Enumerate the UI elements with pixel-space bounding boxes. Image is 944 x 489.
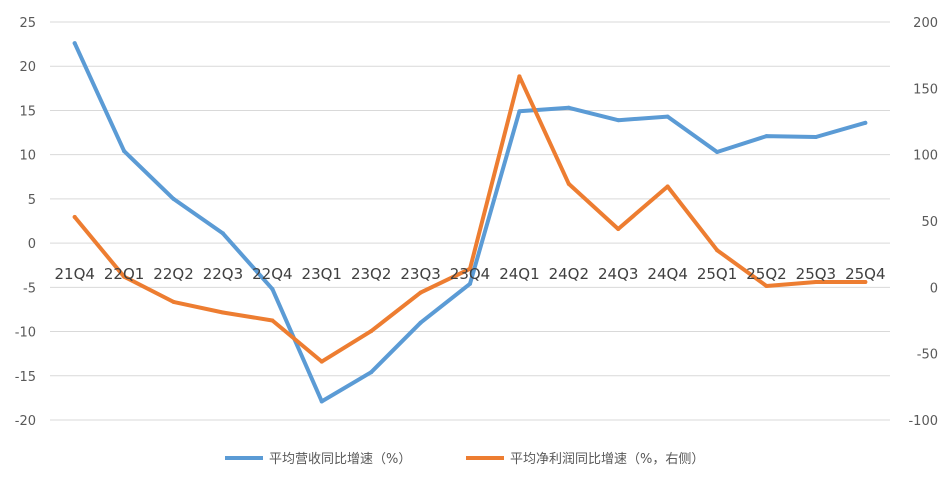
data-point	[72, 215, 77, 220]
right-tick-label: 0	[930, 281, 938, 296]
series-line-2	[72, 74, 868, 364]
left-axis-ticks: -20 -15 -10 -5 0 5 10 15 20 25	[15, 16, 36, 429]
data-point	[122, 149, 127, 154]
left-tick-label: 0	[28, 237, 36, 252]
right-tick-label: -50	[917, 348, 938, 363]
data-point	[616, 118, 621, 123]
data-point	[369, 329, 374, 334]
data-point	[764, 284, 769, 289]
data-point	[319, 359, 324, 364]
right-tick-label: 50	[921, 215, 938, 230]
left-tick-label: 25	[19, 16, 36, 31]
data-point	[764, 134, 769, 139]
data-point	[517, 74, 522, 79]
category-label: 24Q3	[598, 265, 638, 283]
category-label: 22Q3	[203, 265, 243, 283]
data-point	[863, 120, 868, 125]
category-label: 23Q2	[351, 265, 391, 283]
data-point	[468, 266, 472, 271]
data-point	[270, 287, 275, 292]
data-point	[863, 280, 868, 285]
data-point	[319, 399, 324, 404]
category-label: 24Q2	[549, 265, 589, 283]
data-point	[715, 150, 720, 155]
legend-label: 平均净利润同比增速（%，右侧）	[510, 452, 704, 467]
right-tick-label: 100	[913, 149, 938, 164]
category-label: 23Q1	[302, 265, 342, 283]
legend-label: 平均营收同比增速（%）	[269, 452, 411, 467]
left-tick-label: 5	[28, 193, 36, 208]
data-point	[665, 114, 670, 119]
category-label: 25Q1	[697, 265, 737, 283]
right-tick-label: 150	[913, 82, 938, 97]
left-tick-label: 10	[19, 149, 36, 164]
left-tick-label: 15	[19, 104, 36, 119]
gridlines	[50, 21, 890, 421]
series-line-1	[72, 41, 868, 404]
data-point	[270, 318, 275, 323]
data-point	[171, 196, 176, 201]
data-point	[468, 281, 472, 286]
series-layer	[72, 41, 868, 404]
data-point	[566, 105, 571, 110]
data-point	[418, 320, 423, 325]
data-point	[220, 310, 225, 315]
left-tick-label: -5	[23, 281, 36, 296]
left-tick-label: 20	[19, 60, 36, 75]
category-label: 25Q4	[845, 265, 885, 283]
category-label: 24Q4	[647, 265, 687, 283]
data-point	[418, 290, 423, 295]
category-label: 25Q3	[796, 265, 836, 283]
data-point	[616, 226, 621, 231]
category-label: 23Q3	[400, 265, 440, 283]
data-point	[72, 41, 77, 46]
data-point	[369, 370, 374, 375]
data-point	[517, 109, 522, 114]
legend: 平均营收同比增速（%） 平均净利润同比增速（%，右侧）	[225, 452, 704, 467]
left-tick-label: -15	[15, 370, 36, 385]
data-point	[813, 134, 818, 139]
data-point	[665, 184, 670, 189]
data-point	[171, 299, 176, 304]
right-axis-ticks: -100 -50 0 50 100 150 200	[908, 16, 938, 429]
data-point	[566, 181, 571, 186]
category-label: 22Q4	[252, 265, 292, 283]
category-label: 23Q4	[450, 265, 490, 283]
left-tick-label: -10	[15, 326, 36, 341]
right-tick-label: 200	[913, 16, 938, 31]
category-label: 22Q2	[153, 265, 193, 283]
data-point	[813, 280, 818, 285]
left-tick-label: -20	[15, 414, 36, 429]
data-point	[122, 274, 127, 279]
right-tick-label: -100	[908, 414, 938, 429]
category-label: 22Q1	[104, 265, 144, 283]
category-labels: 21Q4 22Q1 22Q2 22Q3 22Q4 23Q1 23Q2 23Q3 23Q4 24Q1…	[54, 265, 885, 283]
data-point	[220, 231, 225, 236]
category-label: 24Q1	[499, 265, 539, 283]
category-label: 25Q2	[746, 265, 786, 283]
data-point	[715, 248, 720, 253]
category-label: 21Q4	[54, 265, 94, 283]
